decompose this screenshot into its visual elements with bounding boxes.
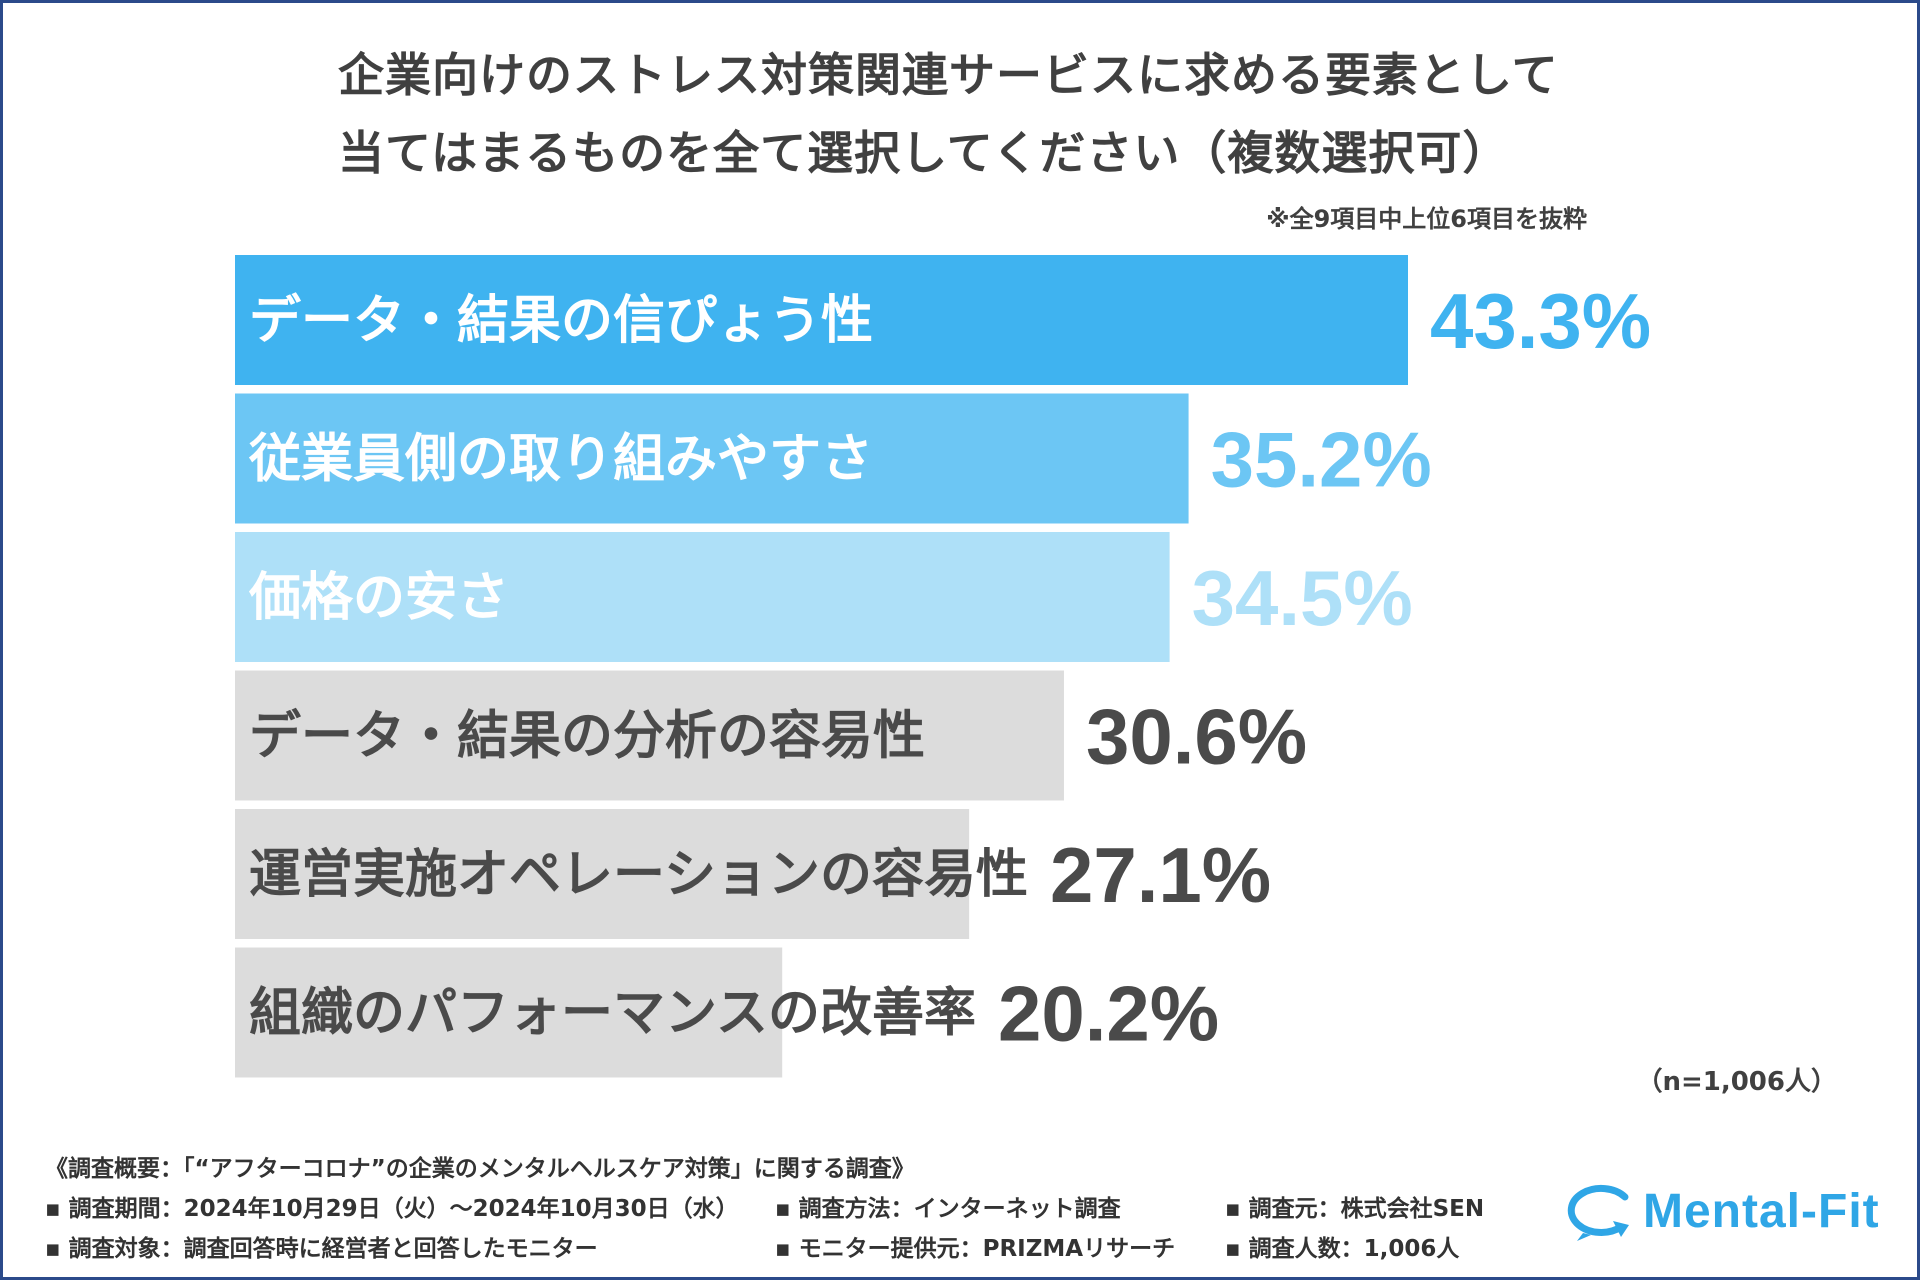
bar-label-4: データ・結果の分析の容易性 xyxy=(249,707,925,767)
bar-label-2: 従業員側の取り組みやすさ xyxy=(248,430,873,490)
mental-fit-logo: Mental-Fit xyxy=(1559,1181,1880,1241)
bar-2 xyxy=(235,393,1189,524)
survey-period: ▪ 調査期間：2024年10月29日（火）〜2024年10月30日（水） xyxy=(45,1196,739,1222)
bar-label-6: 組織のパフォーマンスの改善率 xyxy=(249,984,976,1044)
bar-value-2: 35.2% xyxy=(1211,416,1432,504)
bar-value-5: 27.1% xyxy=(1050,831,1271,919)
bar-5 xyxy=(235,809,970,939)
chart-title-line-1: 企業向けのストレス対策関連サービスに求める要素として xyxy=(338,48,1559,102)
bar-value-6: 20.2% xyxy=(998,970,1219,1058)
bar-chart: データ・結果の信ぴょう性 43.3% 従業員側の取り組みやすさ 35.2% 価格の安さ 3… xyxy=(235,255,1651,1078)
chart-note: ※全9項目中上位6項目を抜粋 xyxy=(1266,205,1587,233)
speech-bubble-arrow-icon xyxy=(1567,1184,1629,1241)
bar-label-3: 価格の安さ xyxy=(248,568,509,628)
bar-4 xyxy=(235,670,1064,801)
survey-method: ▪ 調査方法：インターネット調査 xyxy=(775,1196,1121,1222)
survey-overview: 《調査概要：「“アフターコロナ”の企業のメンタルヘルスケア対策」に関する調査》 xyxy=(45,1156,915,1182)
bar-label-1: データ・結果の信ぴょう性 xyxy=(249,291,873,351)
bar-value-1: 43.3% xyxy=(1430,277,1651,365)
survey-source: ▪ 調査元：株式会社SEN xyxy=(1225,1196,1485,1222)
chart-title-line-2: 当てはまるものを全て選択してください（複数選択可） xyxy=(338,126,1510,180)
survey-respondents: ▪ 調査人数：1,006人 xyxy=(1225,1236,1460,1262)
survey-target: ▪ 調査対象：調査回答時に経営者と回答したモニター xyxy=(45,1236,598,1262)
monitor-provider: ▪ モニター提供元：PRIZMAリサーチ xyxy=(775,1236,1176,1262)
bar-6 xyxy=(235,947,783,1078)
logo-text: Mental-Fit xyxy=(1643,1184,1880,1238)
bar-label-5: 運営実施オペレーションの容易性 xyxy=(249,845,1028,905)
bar-value-4: 30.6% xyxy=(1086,693,1307,781)
sample-size-label: （n=1,006人） xyxy=(1636,1067,1837,1097)
bar-1 xyxy=(235,255,1408,385)
bar-3 xyxy=(235,532,1170,662)
bar-value-3: 34.5% xyxy=(1192,554,1413,642)
